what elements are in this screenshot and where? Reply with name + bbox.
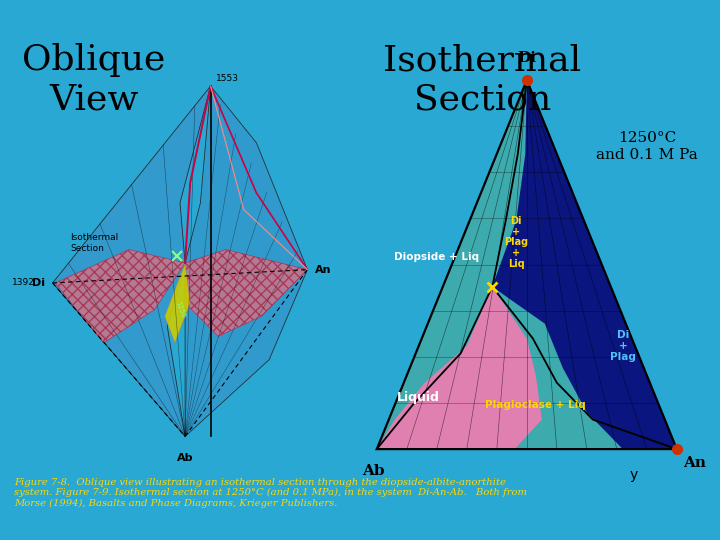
Polygon shape — [492, 80, 677, 449]
Polygon shape — [377, 287, 541, 449]
Polygon shape — [53, 86, 210, 436]
Text: 1392: 1392 — [12, 279, 35, 287]
Polygon shape — [185, 249, 307, 336]
Text: 1250°C
and 0.1 M Pa: 1250°C and 0.1 M Pa — [596, 131, 698, 161]
Text: Ab: Ab — [363, 464, 385, 478]
Text: An: An — [683, 456, 706, 470]
Text: Di
+
Plag: Di + Plag — [610, 330, 636, 362]
Text: Isothermal
Section: Isothermal Section — [383, 43, 582, 117]
Text: Figure 7-8.  Oblique view illustrating an isothermal section through the diopsid: Figure 7-8. Oblique view illustrating an… — [14, 478, 527, 508]
Text: Diopside + Liq: Diopside + Liq — [395, 252, 480, 262]
Text: An: An — [315, 265, 331, 275]
Polygon shape — [165, 263, 190, 343]
Polygon shape — [377, 80, 677, 449]
Text: Di: Di — [517, 51, 536, 65]
Text: 1553: 1553 — [216, 74, 238, 83]
Text: Ab: Ab — [177, 453, 194, 463]
Polygon shape — [185, 86, 307, 436]
Text: Isothermal
Section: Isothermal Section — [71, 233, 119, 253]
Text: Di: Di — [32, 278, 45, 288]
Text: 1250: 1250 — [174, 300, 186, 319]
Text: Liquid: Liquid — [397, 391, 440, 404]
Text: Di
+
Plag
+
Liq: Di + Plag + Liq — [504, 216, 528, 269]
Text: y: y — [629, 468, 637, 482]
Text: Plagioclase + Liq: Plagioclase + Liq — [485, 400, 586, 410]
Polygon shape — [55, 249, 185, 343]
Text: Oblique
View: Oblique View — [22, 43, 166, 117]
